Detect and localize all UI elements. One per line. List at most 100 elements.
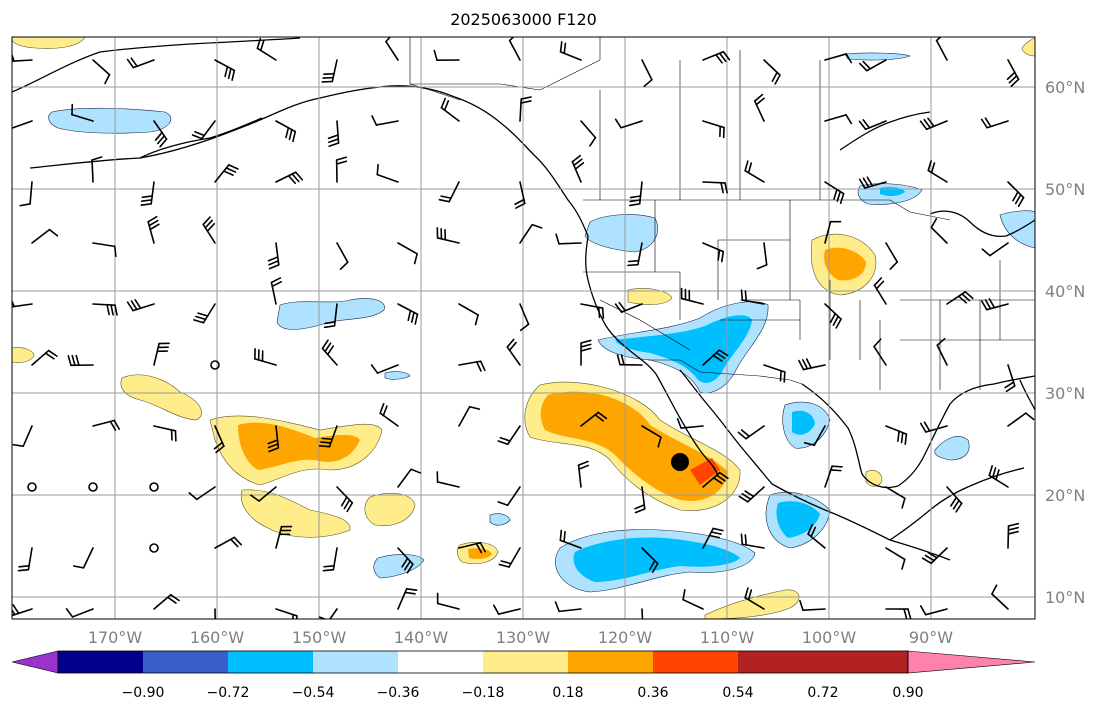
negative-region-caribbean	[934, 436, 970, 461]
wind-barb-icon	[193, 303, 216, 324]
longitude-labels: 170°W 160°W 150°W 140°W 130°W 120°W 110°…	[88, 628, 953, 647]
wind-barb-icon	[634, 486, 646, 514]
calm-circle-icon	[149, 482, 159, 492]
positive-region-small-2-core	[468, 548, 492, 559]
colorbar-segment	[823, 651, 908, 673]
wind-barb-icon	[753, 93, 765, 122]
wind-barb-icon	[31, 228, 59, 244]
wind-barb-icon	[498, 547, 521, 568]
wind-barb-icon	[641, 425, 662, 448]
wind-barb-icon	[1007, 522, 1020, 549]
calm-circle-icon	[88, 482, 98, 492]
wind-barb-icon	[397, 468, 422, 488]
wind-barb-icon	[210, 360, 220, 370]
wind-barb-icon	[921, 547, 948, 565]
wind-barb-icon	[859, 59, 887, 72]
wind-barb-icon	[92, 242, 117, 258]
hudson-bay-coast	[839, 111, 931, 151]
wind-barb-icon	[740, 533, 765, 549]
lat-label-50n: 50°N	[1045, 180, 1085, 199]
wind-barb-icon	[275, 608, 298, 619]
wind-barb-icon	[627, 242, 643, 267]
wind-barb-icon	[885, 608, 912, 619]
colorbar-segment	[313, 651, 398, 673]
lat-label-60n: 60°N	[1045, 78, 1085, 97]
wind-barb-icon	[580, 120, 597, 147]
wind-barb-icon	[702, 349, 729, 366]
wind-barb-icon	[980, 117, 1009, 129]
wind-barb-icon	[559, 529, 582, 549]
wind-barb-icon	[153, 425, 177, 442]
wind-barb-icon	[371, 115, 399, 126]
state-borders	[583, 200, 1035, 390]
lon-label-170w: 170°W	[88, 628, 143, 647]
wind-barb-icon	[738, 486, 765, 503]
wind-barb-icon	[91, 156, 103, 183]
wind-barb-icon	[676, 417, 704, 429]
colorbar-segment	[653, 651, 738, 673]
wind-barb-icon	[214, 536, 243, 549]
wind-barb-icon	[267, 242, 280, 270]
wind-barb-icon	[740, 289, 765, 305]
positive-region-corner-nw	[12, 37, 86, 49]
colorbar-tick-label: 0.18	[552, 685, 583, 701]
calm-circle-icon	[27, 482, 37, 492]
wind-barb-icon	[702, 242, 725, 263]
map-title: 2025063000 F120	[450, 10, 597, 29]
colorbar-segment	[483, 651, 568, 673]
wind-barb-icon	[737, 425, 765, 440]
wind-barb-icon	[682, 589, 704, 610]
wind-barb-icon	[946, 290, 974, 305]
wind-barb-icon	[885, 242, 899, 270]
wind-barb-icon	[370, 364, 399, 374]
wind-barb-icon	[981, 242, 1009, 257]
negative-region-gulf-mexico-core	[792, 410, 815, 435]
lon-label-110w: 110°W	[700, 628, 755, 647]
wind-barb-icon	[267, 425, 280, 453]
wind-barb-icon	[214, 608, 216, 619]
wind-barb-icon	[980, 298, 1009, 311]
negative-region-small-pacific	[373, 554, 425, 579]
wind-barb-icon	[497, 486, 521, 506]
negative-region-alaska-gulf	[48, 107, 172, 134]
colorbar-tick-label: −0.18	[462, 685, 505, 701]
wind-barb-icon	[580, 303, 605, 319]
lon-label-140w: 140°W	[394, 628, 449, 647]
west-coast-us	[585, 235, 657, 375]
wind-barb-icon	[92, 303, 118, 316]
wind-barb-icon	[641, 547, 659, 573]
wind-barb-icon	[803, 425, 826, 447]
negative-region-great-lakes	[999, 210, 1035, 249]
colorbar-under-triangle	[11, 650, 59, 674]
wind-barb-icon	[458, 303, 479, 326]
positive-region-small-1	[364, 492, 416, 526]
wind-barb-icon	[191, 120, 216, 140]
wind-barb-icon	[641, 608, 644, 619]
negative-region-east-pacific-core	[573, 537, 740, 582]
wind-barb-icon	[988, 465, 1009, 488]
wind-barb-icon	[275, 525, 293, 549]
wind-barb-icon	[919, 117, 948, 131]
wind-barb-icon	[336, 242, 349, 270]
wind-barb-icon	[12, 120, 33, 129]
wind-barb-icon	[458, 360, 486, 372]
negative-region-southwest-us-core	[615, 315, 752, 383]
wind-barb-icon	[577, 460, 590, 488]
wind-barb-icon	[936, 337, 948, 366]
wind-barb-icon	[493, 604, 521, 615]
positive-region-nevada	[627, 288, 673, 305]
wind-barb-icon	[436, 471, 460, 488]
colorbar-tick-label: −0.72	[207, 685, 250, 701]
wind-barb-icon	[31, 349, 58, 366]
calm-circle-icon	[149, 543, 159, 553]
positive-region-south-central	[240, 489, 351, 538]
wind-barbs	[12, 37, 1035, 619]
lat-label-10n: 10°N	[1045, 588, 1085, 607]
wind-barb-icon	[397, 547, 414, 574]
wind-barb-icon	[214, 59, 236, 81]
map-frame	[11, 36, 1036, 620]
us-canada-border	[583, 199, 951, 221]
wind-barb-icon	[379, 403, 399, 427]
negative-region-mexico-south-core	[776, 501, 820, 538]
alaska-peninsula	[139, 117, 263, 159]
